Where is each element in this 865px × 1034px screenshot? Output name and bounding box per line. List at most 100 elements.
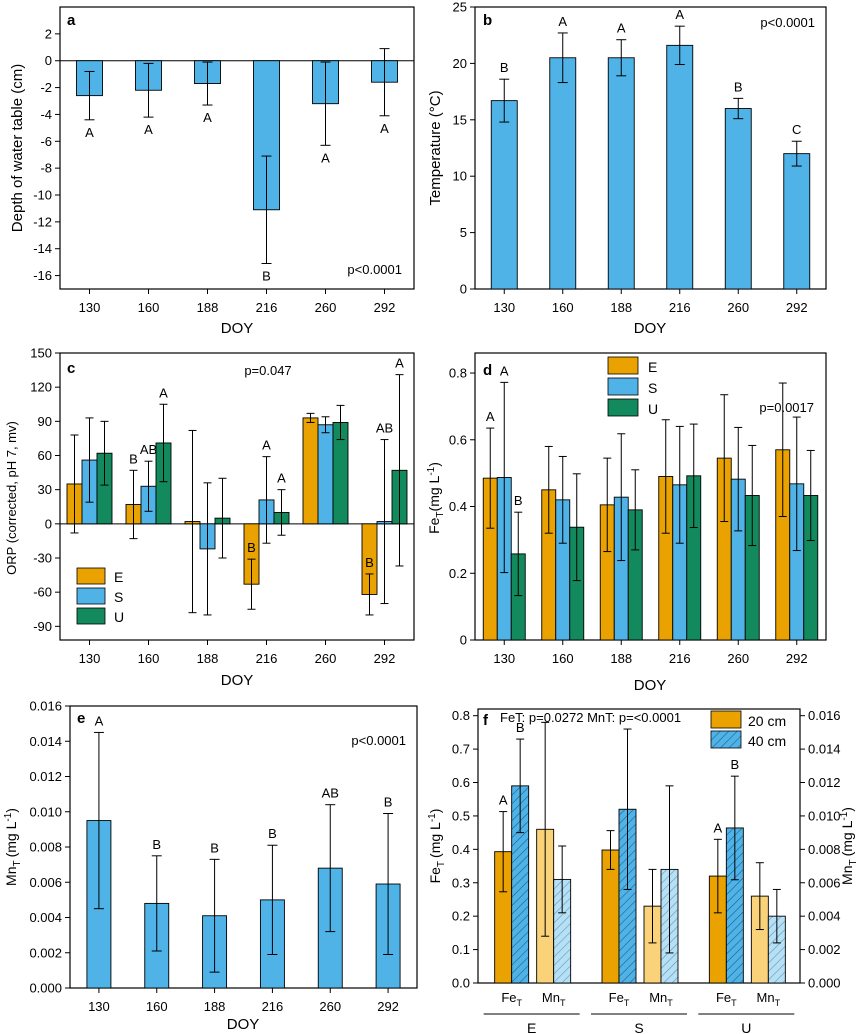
panel-e: e p<0.0001 DOY MnT(mg L-1) 0.000 0.002 0.0… bbox=[3, 699, 418, 1033]
y-tick-label: 5 bbox=[460, 225, 467, 240]
significance-letter: A bbox=[713, 820, 722, 835]
y-tick-label: 0.1 bbox=[452, 942, 470, 957]
y-tick-label: 0.4 bbox=[449, 499, 467, 514]
y-tick-label: 2 bbox=[45, 26, 52, 41]
panel-b-ylabel: Temperature (°C) bbox=[427, 90, 444, 205]
subcategory-label: FeT bbox=[716, 990, 737, 1008]
legend-label-20cm: 20 cm bbox=[748, 713, 786, 729]
group-label-E: E bbox=[527, 1020, 536, 1034]
significance-letter: B bbox=[516, 720, 525, 735]
subcategory-label: MnT bbox=[542, 990, 566, 1008]
significance-letter: B bbox=[365, 555, 374, 570]
legend-swatch-u bbox=[607, 398, 639, 417]
significance-letter: A bbox=[203, 110, 212, 125]
significance-letter: B bbox=[129, 451, 138, 466]
significance-letter: A bbox=[675, 7, 684, 22]
x-tick-label: 130 bbox=[493, 651, 515, 666]
bar-temperature-160 bbox=[549, 57, 577, 290]
y-tick-label: 0 bbox=[460, 633, 467, 648]
subcategory-label: MnT bbox=[649, 990, 673, 1008]
significance-letter: B bbox=[152, 837, 161, 852]
x-tick-label: 160 bbox=[552, 651, 574, 666]
significance-letter: A bbox=[85, 125, 94, 140]
panel-d: d p=0.0017 DOY FeT(mg L-1) 0 0.2 0.4 0.6 0.8… bbox=[426, 352, 827, 694]
panel-a-pvalue: p<0.0001 bbox=[347, 262, 402, 277]
significance-letter: A bbox=[486, 409, 495, 424]
y-tick-label: -16 bbox=[33, 268, 52, 283]
x-tick-label: 160 bbox=[146, 999, 168, 1014]
y-right-tick-label: 0.008 bbox=[808, 842, 841, 857]
y-tick-label: 0.016 bbox=[29, 699, 62, 714]
y-tick-label: -2 bbox=[40, 80, 52, 95]
significance-letter: A bbox=[617, 21, 626, 36]
panel-d-legend: E S U bbox=[607, 356, 658, 417]
y-tick-label: 0.2 bbox=[449, 566, 467, 581]
panel-c-letter: c bbox=[67, 360, 75, 377]
panel-c: c p=0.047 DOY ORP (corrected, pH 7, mv) … bbox=[4, 346, 415, 689]
x-tick-label: 188 bbox=[610, 651, 632, 666]
y-tick-label: 0.8 bbox=[449, 366, 467, 381]
y-tick-label: -14 bbox=[33, 241, 52, 256]
panel-f-legend: 20 cm 40 cm bbox=[710, 710, 786, 749]
significance-letter: AB bbox=[376, 421, 393, 436]
significance-letter: A bbox=[144, 122, 153, 137]
x-tick-label: 260 bbox=[727, 651, 749, 666]
panel-b-letter: b bbox=[483, 12, 492, 29]
significance-letter: AB bbox=[140, 442, 157, 457]
legend-swatch-s bbox=[607, 377, 639, 396]
panel-e-xlabel: DOY bbox=[227, 1016, 260, 1033]
y-tick-label: -90 bbox=[33, 619, 52, 634]
y-tick-label: -6 bbox=[40, 134, 52, 149]
panel-c-ylabel: ORP (corrected, pH 7, mv) bbox=[4, 421, 19, 575]
y-right-tick-label: 0.000 bbox=[808, 976, 841, 991]
significance-letter: B bbox=[268, 826, 277, 841]
x-tick-label: 216 bbox=[256, 300, 278, 315]
significance-letter: B bbox=[734, 79, 743, 94]
group-label-S: S bbox=[634, 1020, 643, 1034]
bar-temperature-188 bbox=[607, 57, 635, 290]
y-tick-label: -12 bbox=[33, 214, 52, 229]
y-tick-label: 0.012 bbox=[29, 769, 62, 784]
y-tick-label: -4 bbox=[40, 107, 52, 122]
panel-f: f FeT: p=0.0272 MnT: p=<0.0001 FeT(mg L-… bbox=[427, 708, 859, 1034]
panel-d-frame bbox=[474, 352, 827, 641]
legend-label-e: E bbox=[114, 569, 123, 585]
panel-b-xlabel: DOY bbox=[634, 320, 667, 337]
y-tick-label: 20 bbox=[453, 56, 467, 71]
bar-E-260 bbox=[302, 417, 319, 525]
y-right-tick-label: 0.016 bbox=[808, 708, 841, 723]
y-tick-label: 0.6 bbox=[449, 432, 467, 447]
y-tick-label: 150 bbox=[30, 346, 52, 361]
y-tick-label: 0.3 bbox=[452, 875, 470, 890]
panel-e-pvalue: p<0.0001 bbox=[351, 733, 406, 748]
y-right-tick-label: 0.002 bbox=[808, 942, 841, 957]
y-tick-label: 0.7 bbox=[452, 742, 470, 757]
panel-d-xlabel: DOY bbox=[634, 677, 667, 694]
panel-d-pvalue: p=0.0017 bbox=[759, 400, 814, 415]
y-tick-label: 30 bbox=[38, 482, 52, 497]
panel-d-ylabel: FeT(mg L-1) bbox=[426, 462, 446, 534]
y-tick-label: -10 bbox=[33, 188, 52, 203]
panel-e-ylabel: MnT(mg L-1) bbox=[3, 808, 23, 886]
y-tick-label: 0.000 bbox=[29, 981, 62, 996]
group-label-U: U bbox=[741, 1020, 751, 1034]
y-right-tick-label: 0.010 bbox=[808, 808, 841, 823]
legend-swatch-s bbox=[76, 587, 106, 605]
panel-a-xlabel: DOY bbox=[221, 320, 254, 337]
y-tick-label: 90 bbox=[38, 414, 52, 429]
y-tick-label: 120 bbox=[30, 380, 52, 395]
y-tick-label: 0.2 bbox=[452, 909, 470, 924]
panel-b: b p<0.0001 DOY Temperature (°C) 0 5 10 15 20… bbox=[427, 0, 827, 337]
y-tick-label: 0.008 bbox=[29, 840, 62, 855]
significance-letter: A bbox=[262, 438, 271, 453]
legend-label-u: U bbox=[114, 609, 124, 625]
panel-a-frame bbox=[59, 6, 415, 290]
significance-letter: AB bbox=[322, 786, 339, 801]
y-right-tick-label: 0.014 bbox=[808, 742, 841, 757]
significance-letter: A bbox=[395, 356, 404, 371]
bar-temperature-260 bbox=[724, 108, 752, 290]
significance-letter: B bbox=[384, 795, 393, 810]
panel-c-legend: E S U bbox=[76, 567, 124, 625]
y-right-tick-label: 0.012 bbox=[808, 775, 841, 790]
